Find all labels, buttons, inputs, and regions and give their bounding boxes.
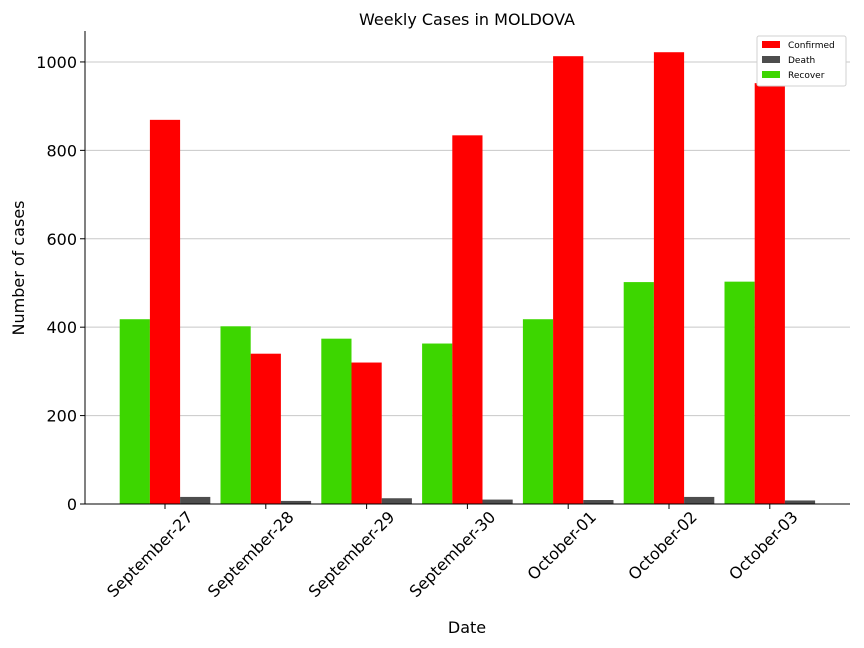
y-axis-label: Number of cases bbox=[9, 201, 28, 336]
bar-confirmed-4 bbox=[553, 56, 584, 504]
y-tick-label-3: 600 bbox=[46, 230, 77, 249]
y-tick-labels: 0 200 400 600 800 1000 bbox=[36, 53, 77, 514]
y-tick-label-2: 400 bbox=[46, 318, 77, 337]
x-tick-label-4: October-01 bbox=[524, 507, 600, 583]
bar-recover-1 bbox=[220, 326, 251, 504]
bar-death-5 bbox=[684, 496, 715, 504]
bar-confirmed-5 bbox=[653, 52, 685, 504]
x-axis-label: Date bbox=[448, 618, 486, 637]
x-tick-label-0: September-27 bbox=[103, 507, 197, 601]
bar-death-3 bbox=[482, 499, 513, 504]
y-tick-label-0: 0 bbox=[67, 495, 77, 514]
legend: Confirmed Death Recover bbox=[756, 35, 847, 87]
bar-confirmed-3 bbox=[452, 135, 483, 504]
y-tick-label-5: 1000 bbox=[36, 53, 77, 72]
x-tick-label-3: September-30 bbox=[406, 507, 500, 601]
bar-death-4 bbox=[583, 500, 614, 504]
bar-death-6 bbox=[784, 500, 816, 504]
bar-recover-5 bbox=[623, 282, 654, 504]
chart-title: Weekly Cases in MOLDOVA bbox=[359, 10, 575, 29]
bar-recover-2 bbox=[321, 338, 352, 504]
bar-death-2 bbox=[381, 498, 412, 504]
axes bbox=[80, 31, 850, 509]
bar-confirmed-1 bbox=[250, 353, 281, 504]
x-tick-label-2: September-29 bbox=[305, 507, 399, 601]
legend-swatch-death bbox=[762, 56, 780, 63]
bar-death-1 bbox=[280, 500, 312, 504]
x-tick-label-5: October-02 bbox=[624, 507, 700, 583]
bars bbox=[119, 52, 816, 504]
bar-confirmed-2 bbox=[351, 362, 382, 504]
y-tick-label-4: 800 bbox=[46, 141, 77, 160]
bar-death-0 bbox=[180, 496, 211, 504]
bar-confirmed-0 bbox=[149, 119, 181, 504]
x-tick-labels: September-27 September-28 September-29 Sept… bbox=[103, 507, 802, 601]
legend-label-death: Death bbox=[788, 56, 815, 66]
x-tick-label-1: September-28 bbox=[204, 507, 298, 601]
bar-recover-4 bbox=[522, 319, 554, 504]
x-tick-label-6: October-03 bbox=[725, 507, 801, 583]
bar-recover-6 bbox=[724, 281, 755, 504]
legend-swatch-recover bbox=[762, 71, 780, 78]
bar-confirmed-6 bbox=[754, 83, 785, 504]
bar-recover-0 bbox=[119, 319, 150, 504]
legend-swatch-confirmed bbox=[762, 41, 780, 48]
bar-recover-3 bbox=[422, 343, 453, 504]
legend-label-confirmed: Confirmed bbox=[788, 41, 835, 51]
y-tick-label-1: 200 bbox=[46, 407, 77, 426]
legend-label-recover: Recover bbox=[788, 71, 825, 81]
